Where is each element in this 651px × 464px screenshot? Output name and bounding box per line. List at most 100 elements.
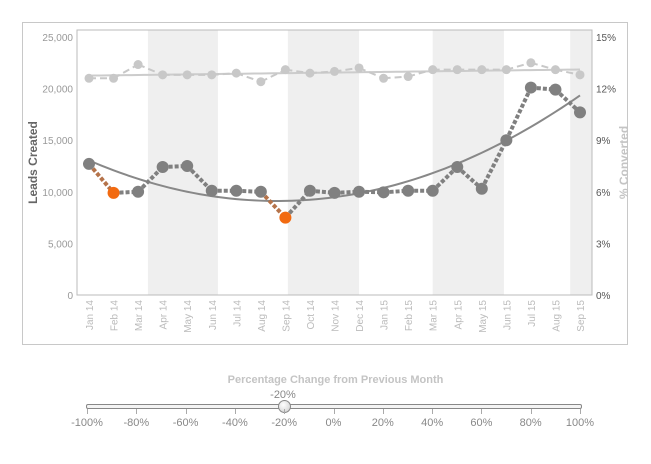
- data-point: [403, 72, 413, 82]
- data-point: [452, 65, 462, 75]
- series-segment: [260, 68, 286, 83]
- data-point: [354, 63, 364, 73]
- x-tick-label: Feb 15: [404, 300, 415, 332]
- y-tick-label: 15,000: [42, 136, 73, 147]
- data-point: [158, 70, 168, 80]
- data-point: [524, 81, 537, 94]
- x-tick-label: Mar 14: [134, 300, 145, 332]
- x-tick-label: May 15: [478, 300, 489, 333]
- y2-tick-label: 0%: [596, 291, 611, 302]
- x-tick-label: Aug 15: [551, 300, 562, 332]
- y-tick-label: 25,000: [42, 33, 73, 44]
- x-tick-label: Nov 14: [331, 300, 342, 332]
- x-tick-label: Aug 14: [257, 300, 268, 332]
- data-point: [353, 185, 366, 198]
- x-tick-label: Sep 14: [281, 300, 292, 332]
- data-point: [303, 184, 316, 197]
- y-tick-label: 5,000: [48, 239, 73, 250]
- slider-tick-mark: [87, 409, 88, 414]
- data-point: [181, 160, 194, 172]
- slider-value-label: -20%: [270, 389, 296, 401]
- slider-track[interactable]: [86, 404, 582, 409]
- y-tick-label: 0: [67, 291, 73, 302]
- series-segment: [504, 86, 533, 142]
- y-tick-label: 10,000: [42, 188, 73, 199]
- x-tick-label: Jan 14: [85, 300, 96, 330]
- highlighted-point: [279, 211, 292, 224]
- quarter-band: [432, 30, 504, 295]
- data-point: [379, 73, 389, 83]
- data-point: [231, 68, 241, 78]
- slider-tick-mark: [136, 409, 138, 414]
- y-tick-label: 20,000: [42, 85, 73, 96]
- slider-tick-mark: [481, 409, 483, 414]
- data-point: [377, 186, 390, 199]
- slider-tick-label: 80%: [519, 417, 542, 429]
- x-tick-label: Dec 14: [355, 300, 366, 332]
- x-tick-label: Jul 15: [527, 300, 538, 327]
- slider-tick-mark: [185, 409, 187, 414]
- x-tick-label: Jun 14: [208, 300, 219, 330]
- data-point: [428, 65, 438, 75]
- data-point: [575, 70, 585, 80]
- data-point: [549, 83, 562, 96]
- slider-tick-label: 40%: [421, 417, 444, 429]
- x-tick-label: Mar 15: [429, 300, 440, 332]
- data-point: [402, 184, 415, 197]
- data-point: [132, 185, 145, 198]
- x-tick-label: Feb 14: [110, 300, 121, 332]
- slider-tick-label: -100%: [71, 417, 103, 429]
- data-point: [254, 185, 267, 198]
- series-segment: [480, 139, 509, 190]
- combo-chart: 0 5,000 10,000 15,000 20,000 25,000 0% 3% 6% 9% 12…: [26, 29, 631, 333]
- slider-tick-label: 20%: [371, 417, 394, 429]
- data-point: [550, 65, 560, 75]
- y2-tick-label: 15%: [596, 33, 616, 44]
- y2-tick-label: 9%: [596, 136, 611, 147]
- data-point: [305, 68, 315, 78]
- data-point: [451, 161, 464, 174]
- data-point: [500, 134, 513, 147]
- slider-tick-label: -80%: [123, 417, 150, 429]
- y-axis-title: Leads Created: [26, 121, 40, 204]
- data-point: [230, 184, 243, 197]
- series-segment: [87, 162, 116, 195]
- data-point: [475, 182, 488, 195]
- slider-tick-mark: [530, 409, 532, 414]
- x-tick-label: Jul 14: [232, 300, 243, 327]
- data-point: [426, 184, 439, 197]
- x-tick-label: Oct 14: [306, 300, 317, 330]
- quarter-band: [287, 30, 360, 295]
- data-point: [328, 186, 341, 199]
- data-point: [501, 65, 511, 75]
- data-point: [330, 66, 339, 76]
- data-point: [207, 70, 217, 80]
- slider-title: Percentage Change from Previous Month: [227, 374, 444, 386]
- data-point: [83, 157, 95, 170]
- data-point: [477, 65, 487, 75]
- y2-tick-label: 3%: [596, 239, 611, 250]
- slider-tick-mark: [580, 409, 581, 414]
- slider-tick-label: -60%: [172, 417, 199, 429]
- slider-tick-mark: [234, 409, 236, 414]
- quarter-band: [570, 30, 592, 295]
- x-tick-label: Jun 15: [502, 300, 513, 330]
- x-tick-label: May 14: [183, 300, 194, 333]
- data-point: [574, 106, 586, 119]
- slider-tick-mark: [284, 409, 286, 414]
- slider-tick-mark: [382, 409, 384, 414]
- series-segment: [283, 189, 312, 219]
- data-point: [84, 73, 94, 83]
- slider-tick-label: -20%: [271, 417, 298, 429]
- x-tick-label: Apr 14: [159, 300, 170, 330]
- data-point: [182, 70, 192, 80]
- plot-area: [76, 29, 593, 296]
- slider-tick-label: 100%: [565, 417, 595, 429]
- x-tick-label: Jan 15: [380, 300, 391, 330]
- highlighted-point: [107, 186, 120, 199]
- slider-tick-mark: [333, 409, 335, 414]
- x-tick-label: Sep 15: [576, 300, 587, 332]
- y2-tick-label: 6%: [596, 188, 611, 199]
- data-point: [526, 58, 536, 68]
- data-point: [280, 65, 290, 75]
